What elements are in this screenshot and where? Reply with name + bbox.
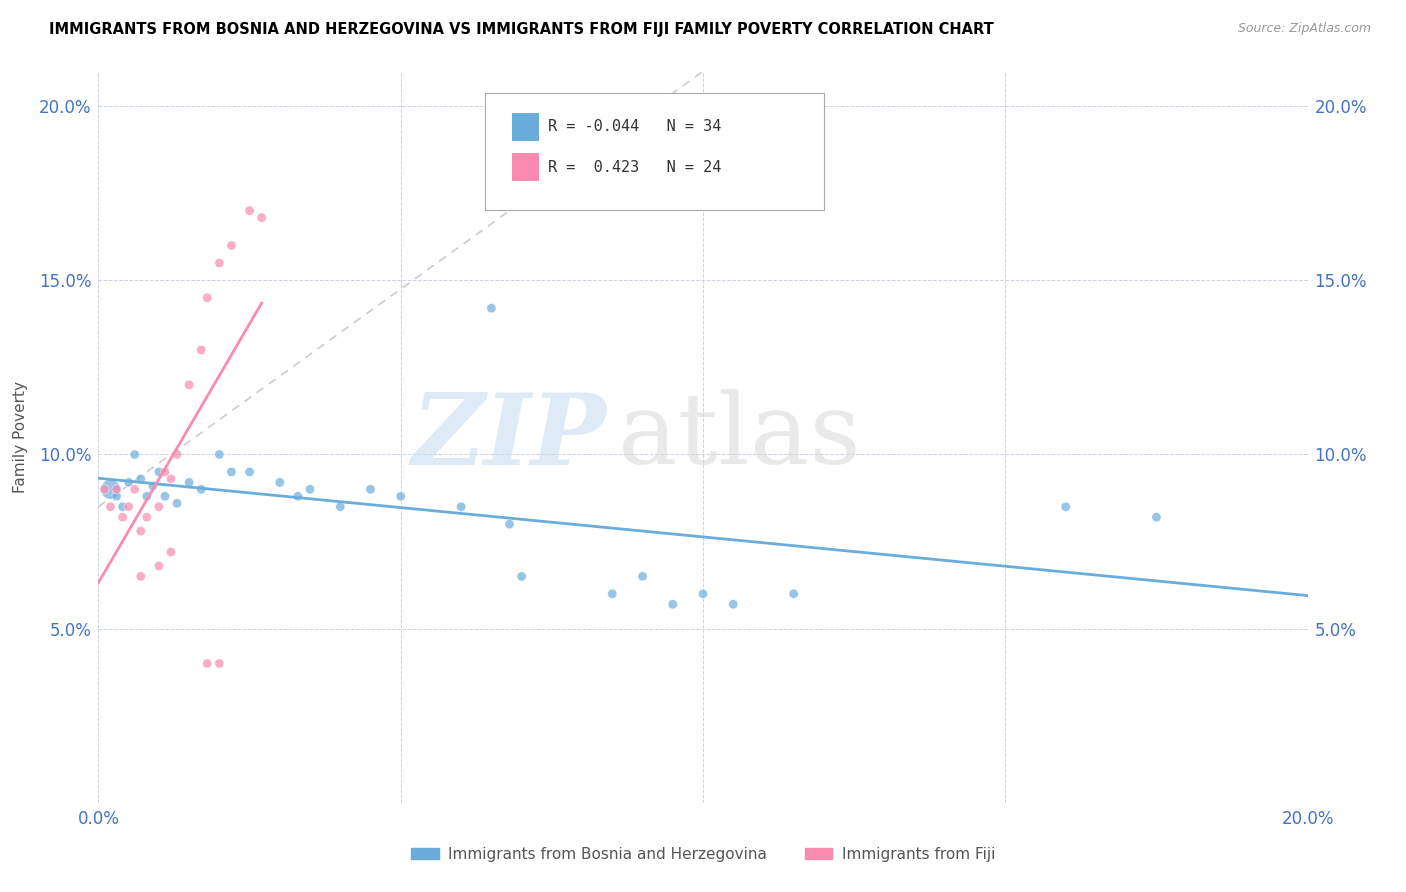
Point (195, 657, 218, 671)
Point (221, 238, 243, 252)
Point (160, 545, 183, 559)
Point (93, 483, 115, 497)
Point (190, 483, 212, 497)
Point (105, 489, 128, 503)
FancyBboxPatch shape (512, 113, 538, 141)
Point (287, 489, 309, 503)
Point (100, 483, 122, 497)
Point (124, 448, 146, 462)
Text: Source: ZipAtlas.com: Source: ZipAtlas.com (1237, 22, 1371, 36)
Point (269, 475, 291, 490)
Point (250, 211, 273, 225)
Point (221, 465, 243, 479)
FancyBboxPatch shape (485, 94, 824, 211)
Point (208, 657, 231, 671)
Point (208, 256, 231, 270)
Point (450, 500, 472, 514)
Text: IMMIGRANTS FROM BOSNIA AND HERZEGOVINA VS IMMIGRANTS FROM FIJI FAMILY POVERTY CO: IMMIGRANTS FROM BOSNIA AND HERZEGOVINA V… (49, 22, 994, 37)
Point (166, 448, 188, 462)
Point (239, 203, 262, 218)
Point (783, 587, 806, 601)
Point (129, 524, 152, 538)
Point (135, 510, 157, 524)
Point (111, 500, 134, 514)
Point (105, 483, 128, 497)
Point (195, 291, 218, 305)
Point (1144, 510, 1167, 524)
Point (179, 475, 201, 490)
Point (135, 489, 157, 503)
Point (299, 483, 322, 497)
Point (153, 489, 176, 503)
Point (124, 483, 146, 497)
Point (100, 500, 122, 514)
Point (498, 517, 520, 532)
Point (111, 510, 134, 524)
Point (148, 558, 170, 573)
Point (481, 301, 503, 316)
Point (190, 343, 212, 357)
Point (631, 569, 654, 583)
Text: R =  0.423   N = 24: R = 0.423 N = 24 (548, 160, 721, 175)
Point (148, 465, 170, 479)
Text: ZIP: ZIP (412, 389, 606, 485)
Point (239, 465, 262, 479)
Point (129, 569, 152, 583)
Point (142, 479, 165, 493)
Text: atlas: atlas (619, 389, 860, 485)
Point (692, 587, 714, 601)
Point (510, 569, 533, 583)
Point (129, 472, 152, 486)
Point (329, 500, 352, 514)
Point (148, 500, 170, 514)
Point (661, 597, 683, 611)
Y-axis label: Family Poverty: Family Poverty (13, 381, 28, 493)
Point (118, 475, 141, 490)
FancyBboxPatch shape (512, 153, 538, 181)
Legend: Immigrants from Bosnia and Herzegovina, Immigrants from Fiji: Immigrants from Bosnia and Herzegovina, … (405, 841, 1001, 868)
Point (160, 472, 183, 486)
Point (208, 448, 231, 462)
Point (153, 465, 176, 479)
Point (179, 377, 201, 392)
Point (389, 489, 412, 503)
Point (723, 597, 745, 611)
Point (1054, 500, 1077, 514)
Point (360, 483, 382, 497)
Text: R = -0.044   N = 34: R = -0.044 N = 34 (548, 120, 721, 135)
Point (166, 496, 188, 510)
Point (602, 587, 624, 601)
Point (118, 500, 141, 514)
